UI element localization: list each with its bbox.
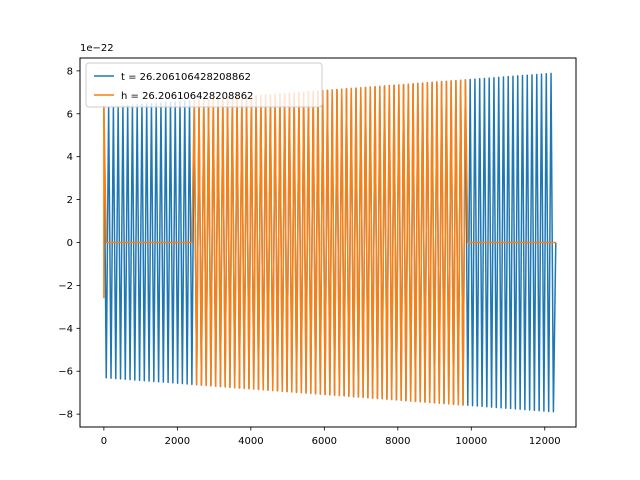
y-tick-label: −6 (58, 367, 73, 378)
x-tick-label: 6000 (312, 436, 337, 447)
legend-frame (85, 62, 323, 108)
x-tick-label: 12000 (529, 436, 561, 447)
legend-label-1: h = 26.206106428208862 (121, 91, 253, 102)
x-tick-label: 10000 (455, 436, 487, 447)
y-tick-label: 6 (67, 109, 73, 120)
series-line-1 (103, 79, 556, 406)
x-axis: 0 2000 4000 6000 8000 10000 12000 (101, 427, 561, 447)
series-layer (103, 72, 557, 413)
y-tick-label: 2 (67, 195, 73, 206)
y-tick-label: 8 (67, 66, 73, 77)
x-tick-label: 4000 (238, 436, 263, 447)
y-axis: −8 −6 −4 −2 0 2 4 6 8 (58, 66, 80, 421)
x-tick-label: 0 (101, 436, 107, 447)
series-1 (103, 79, 556, 406)
x-tick-label: 8000 (385, 436, 410, 447)
y-tick-label: −8 (58, 410, 73, 421)
x-tick-label: 2000 (165, 436, 190, 447)
y-tick-label: 0 (67, 238, 73, 249)
legend: t = 26.206106428208862 h = 26.20610642820… (85, 62, 323, 108)
legend-label-0: t = 26.206106428208862 (121, 72, 251, 83)
y-tick-label: 4 (67, 152, 73, 163)
y-tick-label: −4 (58, 324, 73, 335)
y-offset-label: 1e−22 (80, 43, 114, 54)
y-tick-label: −2 (58, 281, 73, 292)
